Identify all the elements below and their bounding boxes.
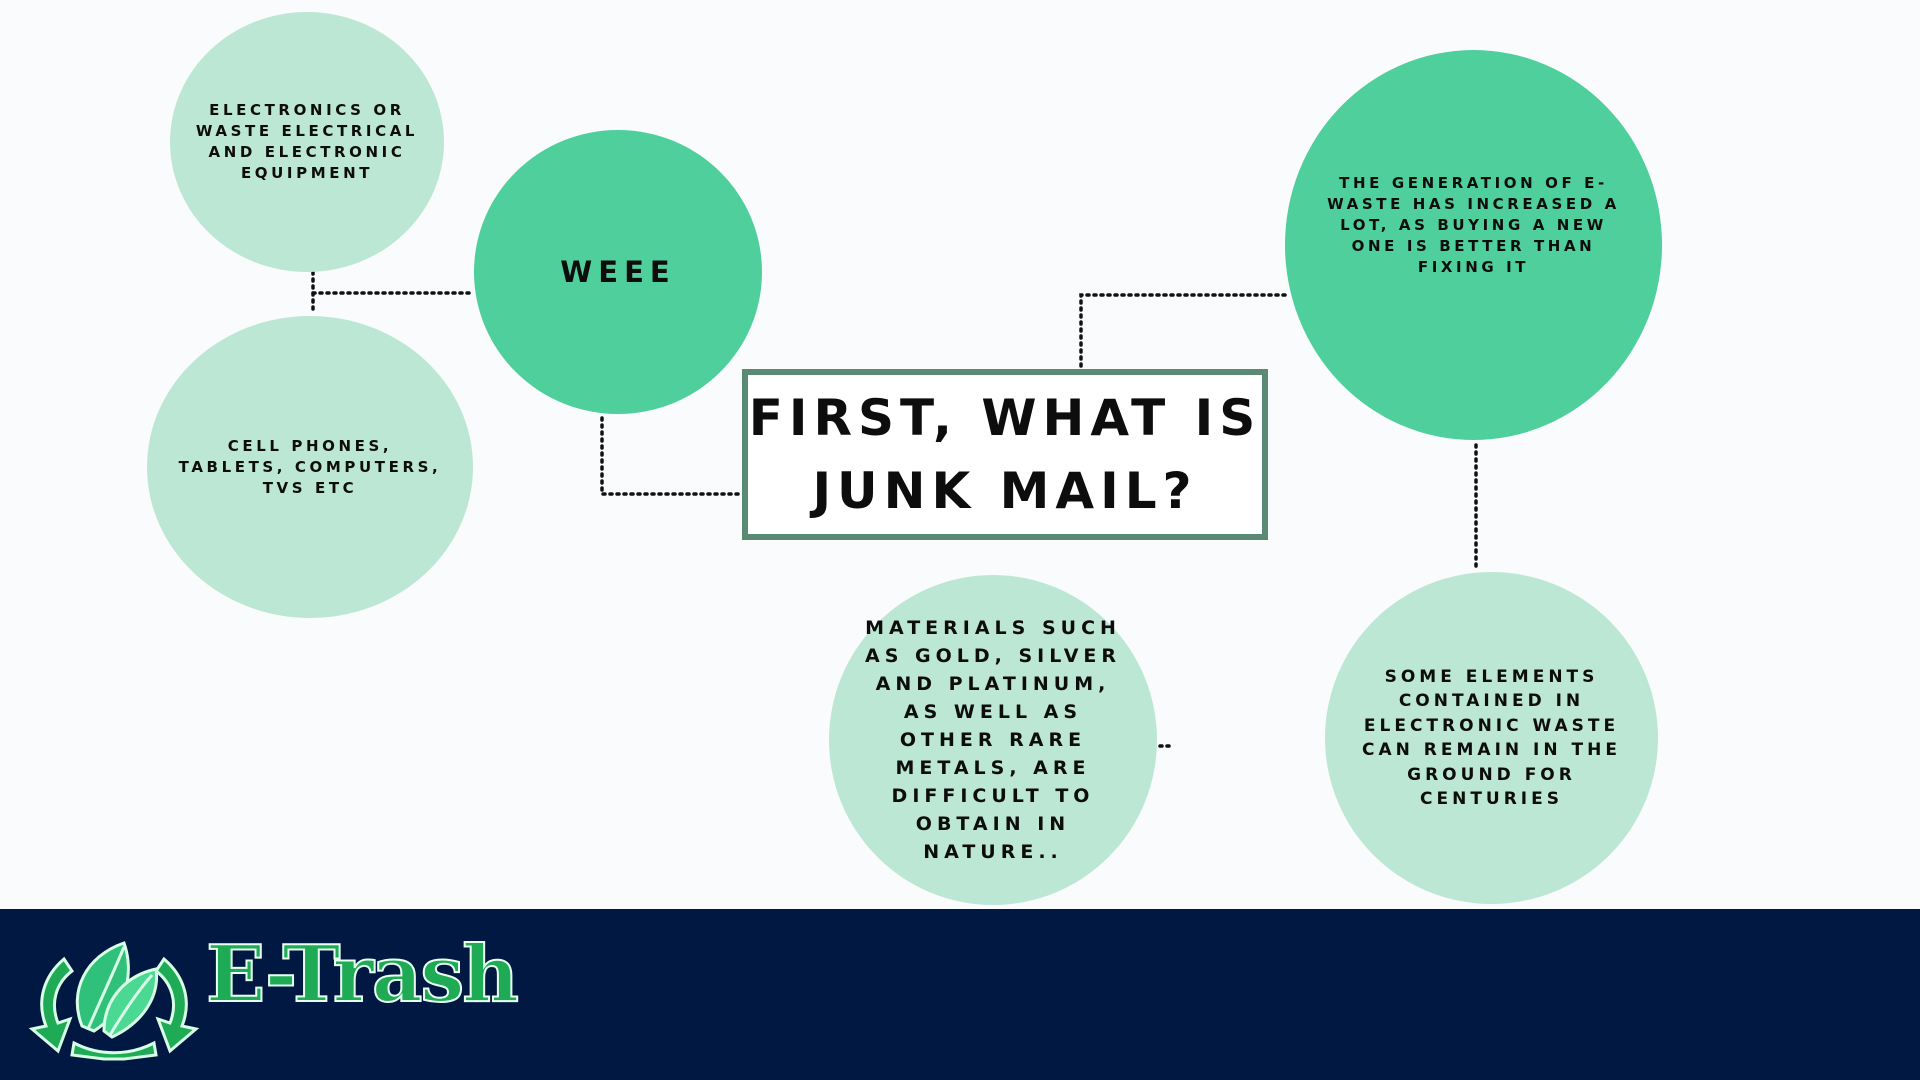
connector-title-generation bbox=[1079, 293, 1292, 368]
central-title-box: FIRST, WHAT IS JUNK MAIL? bbox=[742, 369, 1268, 540]
node-generation: THE GENERATION OF E-WASTE HAS INCREASED … bbox=[1285, 50, 1662, 440]
footer-bar: E-Trash bbox=[0, 909, 1920, 1080]
node-materials-text: MATERIALS SUCH AS GOLD, SILVER AND PLATI… bbox=[864, 617, 1122, 863]
node-definition-text: ELECTRONICS OR WASTE ELECTRICAL AND ELEC… bbox=[195, 101, 419, 182]
node-elements-text: SOME ELEMENTS CONTAINED IN ELECTRONIC WA… bbox=[1362, 666, 1621, 810]
node-weee: WEEE bbox=[474, 130, 762, 414]
brand-name: E-Trash bbox=[205, 928, 520, 1021]
node-elements: SOME ELEMENTS CONTAINED IN ELECTRONIC WA… bbox=[1325, 572, 1658, 904]
connector-definition-weee bbox=[311, 270, 475, 295]
node-examples-text: CELL PHONES, TABLETS, COMPUTERS, TVS ETC bbox=[178, 436, 442, 497]
node-generation-text: THE GENERATION OF E-WASTE HAS INCREASED … bbox=[1327, 173, 1620, 276]
connector-weee-title bbox=[600, 416, 740, 496]
node-examples: CELL PHONES, TABLETS, COMPUTERS, TVS ETC bbox=[147, 316, 473, 618]
node-weee-text: WEEE bbox=[560, 255, 676, 289]
recycle-leaf-icon bbox=[28, 941, 200, 1061]
node-definition: ELECTRONICS OR WASTE ELECTRICAL AND ELEC… bbox=[170, 12, 444, 272]
page-title: FIRST, WHAT IS JUNK MAIL? bbox=[748, 388, 1262, 520]
node-materials: MATERIALS SUCH AS GOLD, SILVER AND PLATI… bbox=[829, 575, 1157, 905]
diagram-canvas: ELECTRONICS OR WASTE ELECTRICAL AND ELEC… bbox=[147, 12, 1662, 905]
